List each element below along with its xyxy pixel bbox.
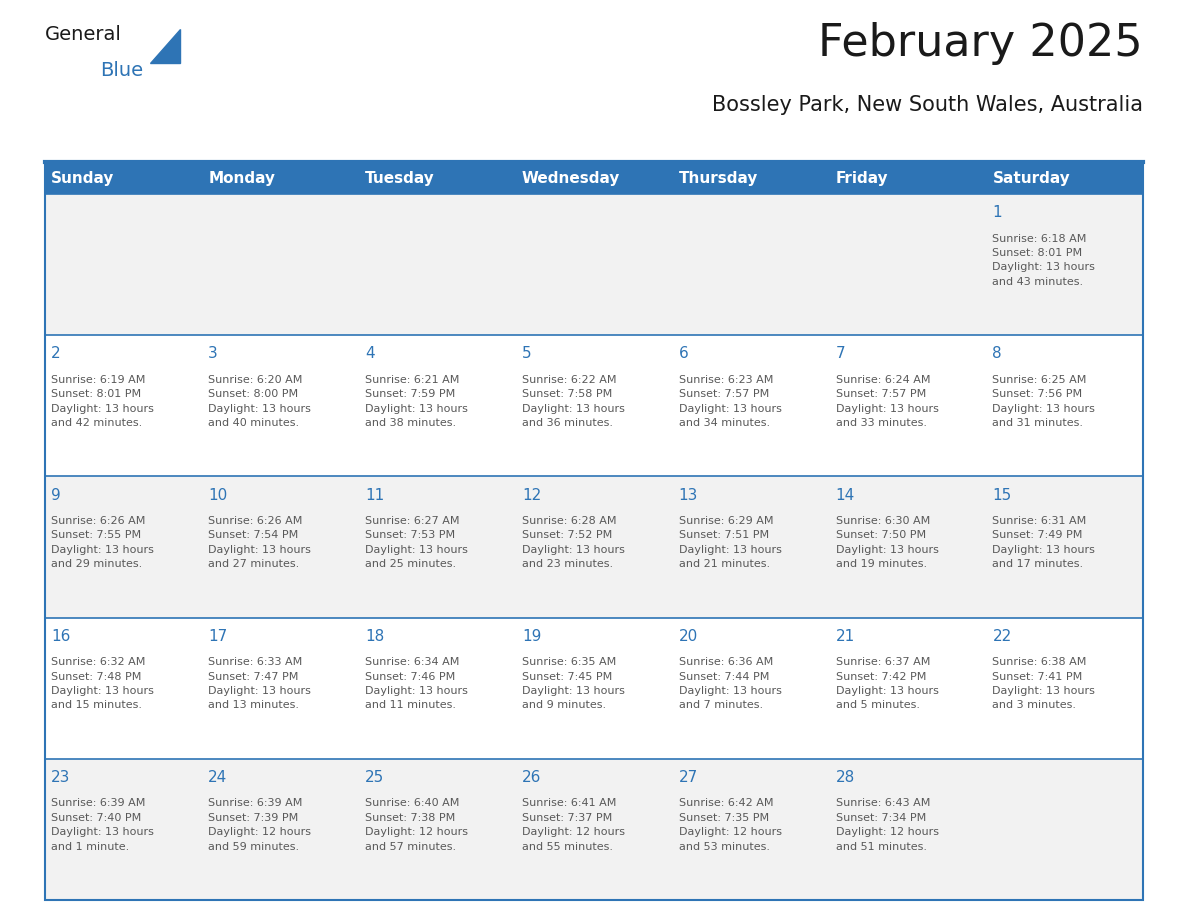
Text: Monday: Monday: [208, 171, 276, 185]
Text: 19: 19: [522, 629, 542, 644]
Text: Sunrise: 6:18 AM
Sunset: 8:01 PM
Daylight: 13 hours
and 43 minutes.: Sunrise: 6:18 AM Sunset: 8:01 PM Dayligh…: [992, 233, 1095, 286]
Text: 14: 14: [835, 487, 855, 503]
Text: Sunrise: 6:37 AM
Sunset: 7:42 PM
Daylight: 13 hours
and 5 minutes.: Sunrise: 6:37 AM Sunset: 7:42 PM Dayligh…: [835, 657, 939, 711]
Text: Sunrise: 6:40 AM
Sunset: 7:38 PM
Daylight: 12 hours
and 57 minutes.: Sunrise: 6:40 AM Sunset: 7:38 PM Dayligh…: [365, 799, 468, 852]
Bar: [45, 759, 1143, 900]
Bar: [45, 335, 1143, 476]
Text: 26: 26: [522, 770, 542, 785]
Text: General: General: [45, 25, 122, 44]
Text: Blue: Blue: [100, 61, 143, 80]
Text: Sunrise: 6:23 AM
Sunset: 7:57 PM
Daylight: 13 hours
and 34 minutes.: Sunrise: 6:23 AM Sunset: 7:57 PM Dayligh…: [678, 375, 782, 428]
Text: Friday: Friday: [835, 171, 889, 185]
Text: 11: 11: [365, 487, 384, 503]
Text: 17: 17: [208, 629, 227, 644]
Text: 27: 27: [678, 770, 699, 785]
Text: 24: 24: [208, 770, 227, 785]
Text: 13: 13: [678, 487, 699, 503]
Text: Sunrise: 6:33 AM
Sunset: 7:47 PM
Daylight: 13 hours
and 13 minutes.: Sunrise: 6:33 AM Sunset: 7:47 PM Dayligh…: [208, 657, 311, 711]
Text: Sunrise: 6:42 AM
Sunset: 7:35 PM
Daylight: 12 hours
and 53 minutes.: Sunrise: 6:42 AM Sunset: 7:35 PM Dayligh…: [678, 799, 782, 852]
Text: 22: 22: [992, 629, 1012, 644]
Bar: [45, 162, 1143, 900]
Text: 7: 7: [835, 346, 845, 362]
Text: 28: 28: [835, 770, 855, 785]
Text: Sunrise: 6:28 AM
Sunset: 7:52 PM
Daylight: 13 hours
and 23 minutes.: Sunrise: 6:28 AM Sunset: 7:52 PM Dayligh…: [522, 516, 625, 569]
Text: Sunrise: 6:20 AM
Sunset: 8:00 PM
Daylight: 13 hours
and 40 minutes.: Sunrise: 6:20 AM Sunset: 8:00 PM Dayligh…: [208, 375, 311, 428]
Text: 1: 1: [992, 206, 1001, 220]
Text: Sunrise: 6:32 AM
Sunset: 7:48 PM
Daylight: 13 hours
and 15 minutes.: Sunrise: 6:32 AM Sunset: 7:48 PM Dayligh…: [51, 657, 154, 711]
Text: 10: 10: [208, 487, 227, 503]
Text: Sunrise: 6:27 AM
Sunset: 7:53 PM
Daylight: 13 hours
and 25 minutes.: Sunrise: 6:27 AM Sunset: 7:53 PM Dayligh…: [365, 516, 468, 569]
Text: 8: 8: [992, 346, 1001, 362]
Text: 3: 3: [208, 346, 217, 362]
Text: 23: 23: [51, 770, 70, 785]
Text: Thursday: Thursday: [678, 171, 758, 185]
Text: Sunrise: 6:29 AM
Sunset: 7:51 PM
Daylight: 13 hours
and 21 minutes.: Sunrise: 6:29 AM Sunset: 7:51 PM Dayligh…: [678, 516, 782, 569]
Text: Sunrise: 6:19 AM
Sunset: 8:01 PM
Daylight: 13 hours
and 42 minutes.: Sunrise: 6:19 AM Sunset: 8:01 PM Dayligh…: [51, 375, 154, 428]
Text: Bossley Park, New South Wales, Australia: Bossley Park, New South Wales, Australia: [712, 95, 1143, 115]
Text: February 2025: February 2025: [819, 22, 1143, 65]
Text: 21: 21: [835, 629, 855, 644]
Text: Saturday: Saturday: [992, 171, 1070, 185]
Text: Sunrise: 6:24 AM
Sunset: 7:57 PM
Daylight: 13 hours
and 33 minutes.: Sunrise: 6:24 AM Sunset: 7:57 PM Dayligh…: [835, 375, 939, 428]
Text: Sunrise: 6:25 AM
Sunset: 7:56 PM
Daylight: 13 hours
and 31 minutes.: Sunrise: 6:25 AM Sunset: 7:56 PM Dayligh…: [992, 375, 1095, 428]
Text: Sunrise: 6:36 AM
Sunset: 7:44 PM
Daylight: 13 hours
and 7 minutes.: Sunrise: 6:36 AM Sunset: 7:44 PM Dayligh…: [678, 657, 782, 711]
Text: Sunrise: 6:31 AM
Sunset: 7:49 PM
Daylight: 13 hours
and 17 minutes.: Sunrise: 6:31 AM Sunset: 7:49 PM Dayligh…: [992, 516, 1095, 569]
Text: Sunrise: 6:26 AM
Sunset: 7:55 PM
Daylight: 13 hours
and 29 minutes.: Sunrise: 6:26 AM Sunset: 7:55 PM Dayligh…: [51, 516, 154, 569]
Text: 20: 20: [678, 629, 699, 644]
Text: Sunrise: 6:39 AM
Sunset: 7:40 PM
Daylight: 13 hours
and 1 minute.: Sunrise: 6:39 AM Sunset: 7:40 PM Dayligh…: [51, 799, 154, 852]
Text: 9: 9: [51, 487, 61, 503]
Text: 6: 6: [678, 346, 689, 362]
Text: Wednesday: Wednesday: [522, 171, 620, 185]
Text: Sunrise: 6:35 AM
Sunset: 7:45 PM
Daylight: 13 hours
and 9 minutes.: Sunrise: 6:35 AM Sunset: 7:45 PM Dayligh…: [522, 657, 625, 711]
Polygon shape: [150, 29, 181, 63]
Text: Sunrise: 6:30 AM
Sunset: 7:50 PM
Daylight: 13 hours
and 19 minutes.: Sunrise: 6:30 AM Sunset: 7:50 PM Dayligh…: [835, 516, 939, 569]
Text: Sunrise: 6:41 AM
Sunset: 7:37 PM
Daylight: 12 hours
and 55 minutes.: Sunrise: 6:41 AM Sunset: 7:37 PM Dayligh…: [522, 799, 625, 852]
Text: Sunrise: 6:34 AM
Sunset: 7:46 PM
Daylight: 13 hours
and 11 minutes.: Sunrise: 6:34 AM Sunset: 7:46 PM Dayligh…: [365, 657, 468, 711]
Text: Sunrise: 6:38 AM
Sunset: 7:41 PM
Daylight: 13 hours
and 3 minutes.: Sunrise: 6:38 AM Sunset: 7:41 PM Dayligh…: [992, 657, 1095, 711]
Text: Tuesday: Tuesday: [365, 171, 435, 185]
Text: Sunrise: 6:39 AM
Sunset: 7:39 PM
Daylight: 12 hours
and 59 minutes.: Sunrise: 6:39 AM Sunset: 7:39 PM Dayligh…: [208, 799, 311, 852]
Text: Sunrise: 6:43 AM
Sunset: 7:34 PM
Daylight: 12 hours
and 51 minutes.: Sunrise: 6:43 AM Sunset: 7:34 PM Dayligh…: [835, 799, 939, 852]
Text: 16: 16: [51, 629, 70, 644]
Text: Sunday: Sunday: [51, 171, 115, 185]
Text: 12: 12: [522, 487, 541, 503]
Text: 25: 25: [365, 770, 384, 785]
Bar: [45, 476, 1143, 618]
Text: Sunrise: 6:22 AM
Sunset: 7:58 PM
Daylight: 13 hours
and 36 minutes.: Sunrise: 6:22 AM Sunset: 7:58 PM Dayligh…: [522, 375, 625, 428]
Bar: [45, 618, 1143, 759]
Text: Sunrise: 6:21 AM
Sunset: 7:59 PM
Daylight: 13 hours
and 38 minutes.: Sunrise: 6:21 AM Sunset: 7:59 PM Dayligh…: [365, 375, 468, 428]
Text: 4: 4: [365, 346, 374, 362]
Text: 15: 15: [992, 487, 1012, 503]
Bar: [45, 162, 1143, 194]
Text: 18: 18: [365, 629, 384, 644]
Text: Sunrise: 6:26 AM
Sunset: 7:54 PM
Daylight: 13 hours
and 27 minutes.: Sunrise: 6:26 AM Sunset: 7:54 PM Dayligh…: [208, 516, 311, 569]
Bar: [45, 194, 1143, 335]
Text: 2: 2: [51, 346, 61, 362]
Text: 5: 5: [522, 346, 531, 362]
